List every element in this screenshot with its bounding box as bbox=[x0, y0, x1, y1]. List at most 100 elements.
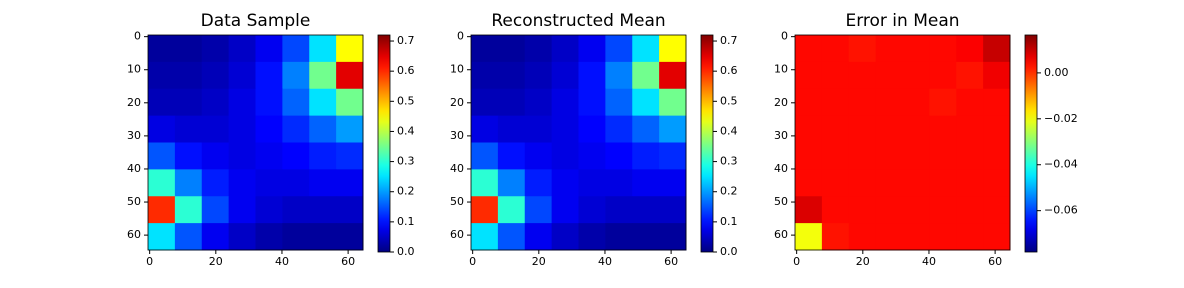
heatmap-cell bbox=[848, 142, 877, 170]
heatmap-cell bbox=[956, 223, 984, 251]
heatmap-cell bbox=[659, 115, 687, 143]
y-tick-label: 40 bbox=[127, 162, 141, 175]
heatmap-cell bbox=[983, 196, 1011, 224]
colorbar-tick-label: 0.2 bbox=[397, 185, 415, 198]
axes-frame bbox=[470, 34, 687, 251]
heatmap-cell bbox=[497, 61, 526, 90]
heatmap-cell bbox=[902, 142, 930, 170]
colorbar-tick-label: 0.3 bbox=[720, 155, 738, 168]
heatmap-cell bbox=[821, 142, 850, 170]
colorbar-tick-label: −0.02 bbox=[1044, 112, 1078, 125]
heatmap-cell bbox=[795, 169, 823, 197]
heatmap-cell bbox=[255, 142, 283, 170]
heatmap-cell bbox=[148, 35, 176, 63]
colorbar-tick-label: 0.00 bbox=[1044, 66, 1069, 79]
heatmap-cell bbox=[632, 115, 660, 143]
y-tick-label: 40 bbox=[450, 162, 464, 175]
heatmap-cell bbox=[524, 61, 553, 90]
colorbar-tick-label: 0.5 bbox=[397, 94, 415, 107]
heatmap-cell bbox=[336, 35, 364, 63]
y-tick-label: 0 bbox=[781, 30, 788, 43]
heatmap-cell bbox=[875, 169, 903, 197]
heatmap-cell bbox=[902, 169, 930, 197]
heatmap-cell bbox=[821, 223, 850, 251]
heatmap-cell bbox=[174, 169, 203, 197]
colorbar-tick-label: 0.4 bbox=[720, 124, 738, 137]
heatmap-cell bbox=[795, 35, 823, 63]
heatmap-cell bbox=[551, 223, 579, 251]
heatmap-cell bbox=[228, 169, 256, 197]
heatmap-cell bbox=[983, 115, 1011, 143]
heatmap-cell bbox=[795, 223, 823, 251]
heatmap-cell bbox=[929, 223, 957, 251]
heatmap-cell bbox=[929, 115, 957, 143]
colorbar bbox=[377, 34, 391, 253]
heatmap-cell bbox=[578, 61, 606, 90]
heatmap-cell bbox=[956, 35, 984, 63]
heatmap-cell bbox=[551, 142, 579, 170]
heatmap-cell bbox=[659, 61, 687, 90]
heatmap-cell bbox=[875, 142, 903, 170]
heatmap-cell bbox=[309, 35, 337, 63]
heatmap-cell bbox=[336, 223, 364, 251]
heatmap-cell bbox=[632, 88, 660, 117]
heatmap-cell bbox=[524, 88, 553, 117]
heatmap-cell bbox=[497, 115, 526, 143]
heatmap-cell bbox=[309, 61, 337, 90]
heatmap-cell bbox=[255, 61, 283, 90]
colorbar-tick-label: 0.1 bbox=[397, 215, 415, 228]
heatmap-cell bbox=[875, 61, 903, 90]
x-tick-label: 40 bbox=[275, 255, 289, 268]
heatmap-cell bbox=[902, 35, 930, 63]
heatmap-cell bbox=[255, 88, 283, 117]
x-tick-label: 0 bbox=[469, 255, 476, 268]
heatmap-cell bbox=[524, 115, 553, 143]
x-tick-label: 0 bbox=[793, 255, 800, 268]
heatmap-cell bbox=[228, 61, 256, 90]
colorbar-tick-label: −0.06 bbox=[1044, 204, 1078, 217]
heatmap-cell bbox=[497, 196, 526, 224]
colorbar-tick-label: 0.4 bbox=[397, 124, 415, 137]
heatmap-cell bbox=[659, 142, 687, 170]
heatmap-cell bbox=[309, 223, 337, 251]
colorbar bbox=[700, 34, 714, 253]
heatmap-cell bbox=[983, 35, 1011, 63]
x-tick-label: 40 bbox=[598, 255, 612, 268]
heatmap-cell bbox=[929, 88, 957, 117]
axes-frame bbox=[794, 34, 1011, 251]
y-tick-label: 10 bbox=[450, 63, 464, 76]
colorbar bbox=[1024, 34, 1038, 253]
heatmap-cell bbox=[875, 35, 903, 63]
heatmap-cell bbox=[282, 169, 310, 197]
y-tick-label: 0 bbox=[134, 30, 141, 43]
heatmap-cell bbox=[148, 115, 176, 143]
heatmap-cell bbox=[605, 142, 633, 170]
heatmap-cell bbox=[632, 142, 660, 170]
heatmap-cell bbox=[174, 142, 203, 170]
heatmap-cell bbox=[255, 169, 283, 197]
heatmap-cell bbox=[848, 196, 877, 224]
heatmap-cell bbox=[605, 169, 633, 197]
heatmap-cell bbox=[605, 196, 633, 224]
heatmap-cell bbox=[309, 88, 337, 117]
heatmap-cell bbox=[875, 88, 903, 117]
heatmap-cell bbox=[578, 35, 606, 63]
heatmap-cell bbox=[902, 223, 930, 251]
heatmap-cell bbox=[228, 223, 256, 251]
x-tick-label: 20 bbox=[856, 255, 870, 268]
heatmap-cell bbox=[659, 88, 687, 117]
heatmap-cell bbox=[551, 35, 579, 63]
heatmap-cell bbox=[902, 61, 930, 90]
y-tick-label: 20 bbox=[127, 96, 141, 109]
heatmap-cell bbox=[336, 142, 364, 170]
heatmap-cell bbox=[228, 115, 256, 143]
heatmap-cell bbox=[875, 115, 903, 143]
y-tick-label: 10 bbox=[774, 63, 788, 76]
heatmap-cell bbox=[956, 115, 984, 143]
heatmap-cell bbox=[983, 88, 1011, 117]
heatmap-cell bbox=[201, 115, 230, 143]
heatmap-cell bbox=[605, 115, 633, 143]
chart-title: Error in Mean bbox=[845, 11, 959, 31]
heatmap-cell bbox=[902, 196, 930, 224]
